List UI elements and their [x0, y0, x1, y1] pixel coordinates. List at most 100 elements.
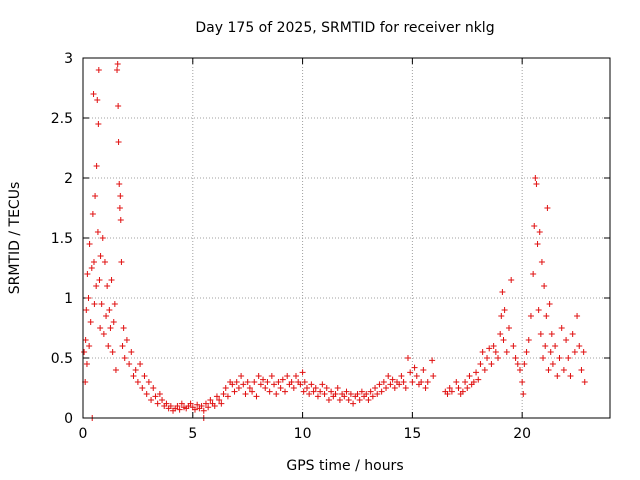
data-point [580, 349, 587, 355]
data-point [365, 397, 372, 403]
data-point [244, 379, 251, 385]
data-point [546, 301, 553, 307]
data-point [194, 401, 201, 408]
x-tick-label: 10 [294, 426, 312, 442]
data-point [220, 391, 227, 397]
data-point [385, 373, 392, 379]
data-point [262, 385, 269, 391]
data-point [422, 385, 429, 391]
data-point [288, 379, 295, 385]
data-point [137, 361, 144, 367]
x-tick-label: 20 [513, 426, 531, 442]
y-tick-label: 0.5 [51, 351, 73, 367]
data-point [93, 163, 100, 169]
data-point [139, 385, 146, 391]
data-point [97, 253, 104, 259]
y-tick-label: 2.5 [51, 111, 73, 127]
data-point [542, 343, 549, 349]
data-point [86, 343, 93, 349]
data-point [532, 175, 539, 181]
data-point [462, 379, 469, 385]
data-point [510, 343, 517, 349]
data-point [383, 385, 390, 391]
data-point [101, 259, 108, 265]
data-point [207, 397, 214, 403]
data-point [424, 379, 431, 385]
data-point [479, 349, 486, 355]
data-point [216, 397, 223, 403]
data-point [574, 313, 581, 319]
data-point [530, 271, 537, 277]
data-point [103, 313, 110, 319]
data-point [268, 373, 275, 379]
data-point [251, 379, 258, 385]
data-point [536, 229, 543, 235]
data-point [117, 193, 124, 199]
data-point [446, 385, 453, 391]
data-point [176, 406, 183, 413]
data-point [277, 385, 284, 391]
data-point [95, 121, 102, 127]
data-point [358, 388, 365, 395]
data-point [99, 235, 106, 241]
data-point [119, 343, 126, 349]
data-point [88, 265, 95, 271]
data-point [96, 277, 103, 283]
data-point [321, 391, 328, 397]
data-point [222, 385, 229, 391]
data-point [345, 397, 352, 403]
x-tick-label: 5 [188, 426, 197, 442]
data-point [380, 379, 387, 385]
data-point [499, 289, 506, 295]
data-point [455, 385, 462, 391]
data-point [314, 393, 321, 400]
data-point [211, 403, 218, 409]
data-point [387, 381, 394, 388]
data-point [308, 381, 315, 388]
data-point [411, 364, 418, 371]
data-point [538, 259, 545, 265]
data-point [498, 313, 505, 319]
data-point [544, 205, 551, 211]
data-point [238, 373, 245, 379]
data-point [376, 381, 383, 388]
data-point [163, 400, 170, 407]
data-point [121, 355, 128, 361]
x-axis-label: GPS time / hours [286, 458, 403, 474]
data-point [569, 331, 576, 337]
data-point [218, 400, 225, 407]
y-tick-label: 1 [64, 291, 73, 307]
data-point [159, 397, 166, 403]
data-point [319, 381, 326, 388]
data-point [255, 373, 262, 379]
data-point [389, 376, 396, 383]
data-point [398, 373, 405, 379]
data-point [202, 400, 209, 407]
data-point [191, 406, 198, 413]
y-tick-label: 0 [64, 411, 73, 427]
data-point [154, 400, 161, 407]
data-point [558, 325, 565, 331]
x-tick-label: 0 [79, 426, 88, 442]
data-point [152, 393, 159, 400]
data-point [94, 97, 101, 103]
data-point [156, 391, 163, 397]
data-point [231, 388, 238, 395]
data-point [85, 295, 92, 301]
data-point [560, 367, 567, 373]
data-point [514, 361, 521, 367]
data-point [537, 331, 544, 337]
data-point [130, 373, 137, 379]
chart-title: Day 175 of 2025, SRMTID for receiver nkl… [195, 20, 494, 36]
data-point [475, 376, 482, 383]
data-point [563, 337, 570, 343]
data-point [317, 388, 324, 395]
y-tick-label: 3 [64, 51, 73, 67]
data-point [300, 388, 307, 395]
data-point [279, 376, 286, 383]
data-point [98, 301, 105, 307]
data-point [407, 369, 414, 376]
data-point [512, 355, 519, 361]
data-point [143, 391, 150, 397]
data-point [198, 403, 205, 409]
